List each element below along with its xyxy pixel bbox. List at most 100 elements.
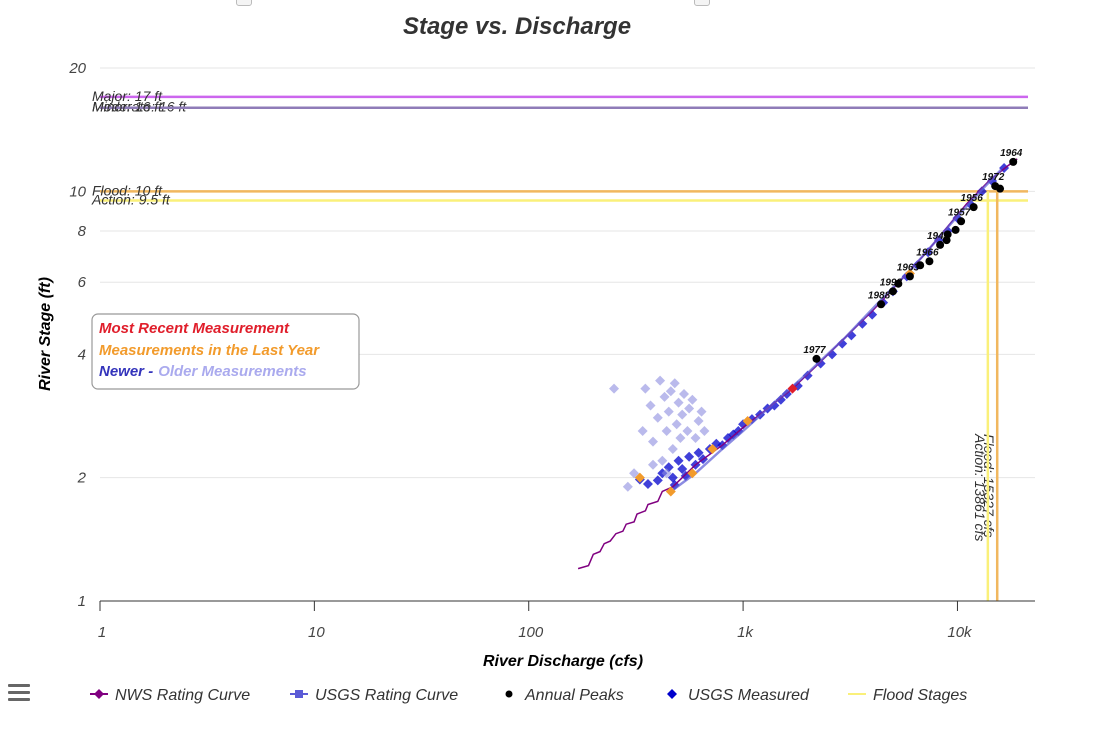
annual-peak-point (969, 203, 978, 212)
last-year-measurement-point (634, 472, 645, 483)
usgs-measured-point (663, 406, 674, 417)
usgs-measured-point (699, 425, 710, 436)
annual-peak-point (996, 184, 1005, 193)
usgs-measured-point (684, 403, 695, 414)
range-slider-handle-left[interactable] (236, 0, 252, 6)
x-axis-title: River Discharge (cfs) (483, 653, 643, 670)
usgs-measured-point (802, 370, 813, 381)
usgs-measured-point (642, 479, 653, 490)
flood-flow-label-action-13861-cfs: Action: 13861 cfs (972, 433, 988, 541)
annual-peak-point (951, 225, 960, 234)
y-tick-label-10: 10 (69, 183, 86, 200)
flood-flow-label-flood-15327-cfs: Flood: 15327 cfs (981, 434, 997, 538)
annual-peak-label-1956: 1956 (961, 193, 984, 204)
usgs-measured-point (657, 455, 668, 466)
flood-stage-label-major-17-ft: Major: 17 ft (92, 88, 163, 104)
annual-peak-point (888, 287, 897, 296)
usgs-measured-point (667, 443, 678, 454)
grid-lines (100, 67, 1035, 479)
flood-stage-label-flood-10-ft: Flood: 10 ft (92, 182, 163, 198)
x-tick-label-10: 10 (308, 624, 325, 641)
info-last-year: Measurements in the Last Year (99, 342, 320, 359)
info-box-frame (91, 313, 360, 390)
annual-peak-label-1942: 1942 (927, 231, 950, 242)
usgs-measured-point (629, 468, 640, 479)
usgs-measured-point (661, 468, 672, 479)
nws-rating-curve-line (577, 158, 1018, 570)
usgs-measured-point (622, 481, 633, 492)
annual-peak-point (925, 257, 934, 266)
annual-peak-label-1988: 1988 (868, 290, 891, 301)
usgs-measured-point (661, 425, 672, 436)
legend-item-nws-rating-curve: NWS Rating Curve (90, 687, 250, 704)
usgs-measured-point (673, 455, 684, 466)
last-year-measurement-point (687, 468, 698, 479)
usgs-measured-point (693, 447, 704, 458)
y-tick-label-2: 2 (77, 470, 87, 487)
info-newer-older: Newer - Older Measurements (99, 363, 307, 380)
y-tick-label-6: 6 (78, 274, 87, 291)
usgs-measured-point (655, 375, 666, 386)
last-year-measurement-point (742, 416, 753, 427)
legend-label: USGS Rating Curve (315, 687, 458, 704)
annual-peak-label-1972: 1972 (982, 172, 1005, 183)
x-tick-label-100: 100 (518, 624, 544, 641)
usgs-measured-point (648, 459, 659, 470)
annual-peak-point (1009, 157, 1018, 166)
usgs-measured-point (652, 412, 663, 423)
annual-peak-point (905, 272, 914, 281)
legend-diamond-icon (94, 689, 104, 699)
range-slider-handle-right[interactable] (694, 0, 710, 6)
most-recent-measurement-point (787, 383, 798, 394)
usgs-measured-point (690, 432, 701, 443)
annual-peak-point (916, 261, 925, 270)
usgs-measured-point (678, 389, 689, 400)
annual-peak-point (957, 217, 966, 226)
usgs-measured-point (684, 451, 695, 462)
annual-peak-label-1992: 1992 (880, 277, 903, 288)
legend-label: Annual Peaks (524, 687, 624, 704)
x-tick-label-1: 1 (98, 624, 106, 641)
usgs-rating-curve-line (670, 168, 1003, 493)
usgs-measured-point (637, 425, 648, 436)
annual-peak-label-1963: 1963 (897, 262, 920, 273)
series-layer: 1964 1972 1956 1957 1942 1966 1963 1992 1988 1977 (577, 148, 1023, 570)
annual-peak-label-1966: 1966 (916, 247, 939, 258)
info-older: Older Measurements (158, 363, 306, 380)
usgs-measured-point (687, 394, 698, 405)
legend-circle-icon (505, 690, 513, 698)
flood-stage-label-action-9-5-ft: Action: 9.5 ft (91, 191, 171, 207)
usgs-measured-point (923, 247, 934, 258)
usgs-measured-point (671, 419, 682, 430)
y-tick-label-20: 20 (68, 60, 86, 77)
x-tick-label-10k: 10k (947, 624, 973, 641)
usgs-measured-point (769, 400, 780, 411)
annual-peak-point (894, 279, 903, 288)
y-tick-label-8: 8 (78, 223, 87, 240)
legend-label: Flood Stages (873, 687, 967, 704)
hamburger-menu-icon[interactable] (8, 684, 30, 704)
annual-peak-label-1964: 1964 (1000, 148, 1023, 159)
legend-square-icon (295, 690, 303, 698)
legend-item-usgs-rating-curve: USGS Rating Curve (290, 687, 458, 704)
usgs-measured-point (609, 383, 620, 394)
legend: NWS Rating Curve USGS Rating Curve Annual … (90, 687, 967, 704)
y-axis-title: River Stage (ft) (37, 277, 54, 391)
y-tick-label-4: 4 (78, 346, 86, 363)
legend-label: NWS Rating Curve (115, 687, 250, 704)
usgs-measured-point (696, 406, 707, 417)
last-year-measurement-point (665, 486, 676, 497)
usgs-measured-point (693, 416, 704, 427)
annual-peak-label-1977: 1977 (803, 345, 826, 356)
legend-item-usgs-measured: USGS Measured (667, 687, 810, 704)
usgs-measured-point (682, 425, 693, 436)
measurement-info-box: Most Recent Measurement Measurements in … (91, 313, 360, 390)
annual-peak-label-1957: 1957 (948, 207, 971, 218)
annual-peak-point (936, 240, 945, 249)
usgs-measured-point (665, 386, 676, 397)
usgs-measured-point (675, 432, 686, 443)
flood-stage-label-minor-16-ft: Minor: 16 ft (92, 99, 163, 115)
usgs-measured-point (669, 378, 680, 389)
